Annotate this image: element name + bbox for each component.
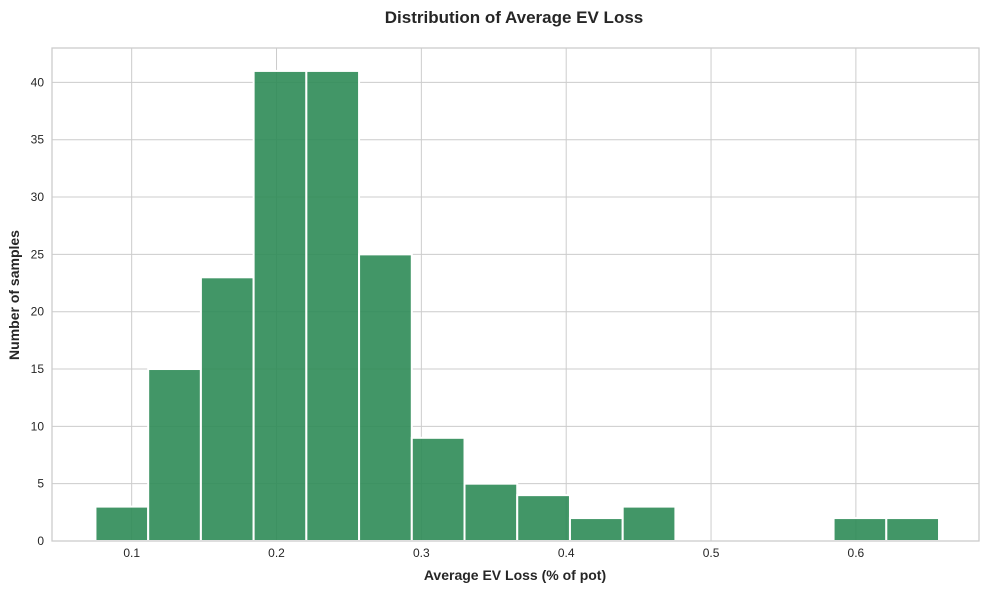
histogram-bars (94, 69, 941, 543)
histogram-bar (410, 436, 466, 543)
histogram-bar (199, 276, 255, 542)
histogram-bar (305, 69, 361, 542)
y-tick-label: 15 (31, 362, 45, 376)
y-tick-label: 30 (31, 190, 45, 204)
x-tick-label: 0.2 (268, 546, 285, 560)
histogram-bar (568, 517, 624, 542)
y-tick-label: 20 (31, 305, 45, 319)
x-tick-label: 0.5 (703, 546, 720, 560)
histogram-bar (832, 517, 888, 542)
histogram-bar (252, 69, 308, 542)
x-tick-label: 0.1 (123, 546, 140, 560)
x-tick-label: 0.4 (558, 546, 575, 560)
histogram-bar (147, 368, 202, 542)
y-tick-label: 10 (31, 419, 45, 433)
chart-title: Distribution of Average EV Loss (385, 8, 644, 27)
x-axis-label: Average EV Loss (% of pot) (424, 567, 606, 583)
x-tick-label: 0.3 (413, 546, 430, 560)
y-tick-label: 25 (31, 247, 45, 261)
y-tick-label: 35 (31, 133, 45, 147)
y-axis-label: Number of samples (6, 230, 22, 360)
y-tick-label: 0 (37, 534, 44, 548)
histogram-bar (94, 505, 150, 542)
plot-frame (51, 47, 980, 542)
y-axis-ticks: 0 5 10 15 20 25 30 35 40 (31, 75, 45, 548)
x-tick-label: 0.6 (848, 546, 865, 560)
y-tick-label: 40 (31, 75, 45, 89)
x-axis-ticks: 0.1 0.2 0.3 0.4 0.5 0.6 (123, 546, 864, 560)
histogram-bar (358, 253, 413, 542)
histogram-bar (516, 494, 571, 542)
y-tick-label: 5 (37, 477, 44, 491)
histogram-bar (621, 505, 677, 542)
histogram-bar (885, 517, 941, 542)
histogram-bar (463, 482, 519, 542)
